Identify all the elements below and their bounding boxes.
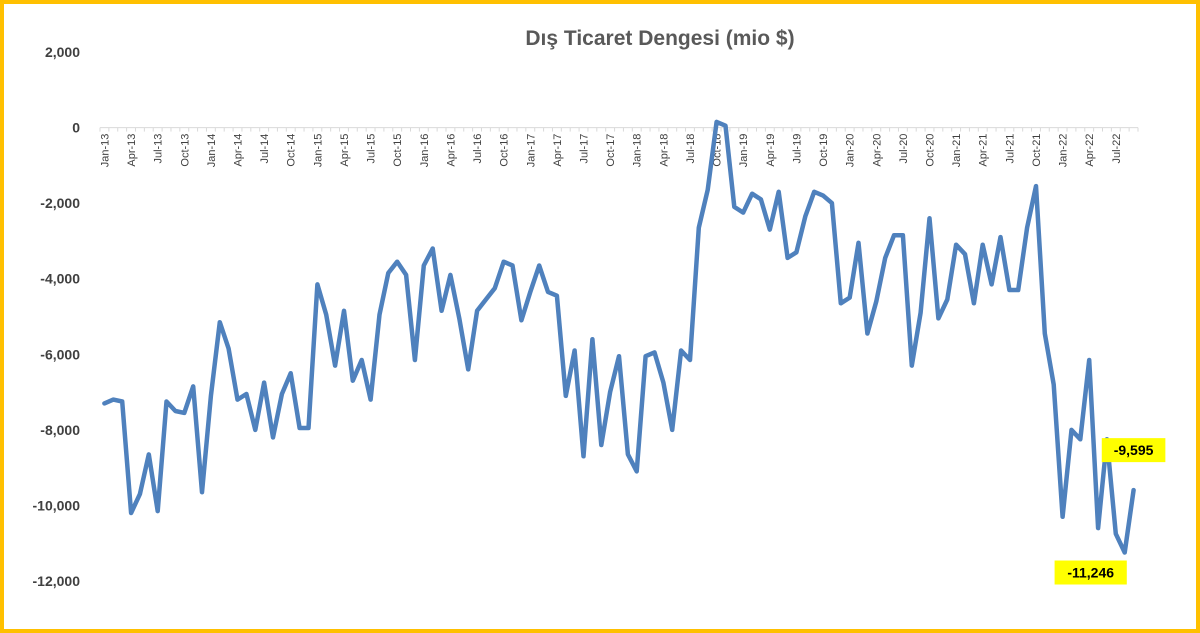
data-labels: -11,246 -9,595 — [1054, 438, 1166, 585]
x-tick-label: Jan-20 — [845, 134, 857, 168]
data-label: -11,246 — [1067, 565, 1114, 581]
x-tick-label-group: Jul-14 — [259, 134, 271, 164]
x-tick-label-group: Jul-20 — [898, 134, 910, 164]
x-tick-label: Jan-18 — [632, 134, 644, 168]
x-tick-label-group: Oct-15 — [392, 134, 404, 167]
x-tick-label: Jul-22 — [1111, 134, 1123, 164]
x-tick-label-group: Jan-20 — [845, 134, 857, 168]
chart-title: Dış Ticaret Dengesi (mio $) — [525, 27, 794, 50]
x-tick-label-group: Jan-16 — [419, 134, 431, 168]
y-tick-label: -12,000 — [33, 573, 81, 589]
x-tick-label: Apr-16 — [445, 134, 457, 167]
x-tick-label-group: Jan-13 — [99, 134, 111, 168]
x-tick-label-group: Jul-15 — [366, 134, 378, 164]
x-tick-label: Jul-19 — [791, 134, 803, 164]
x-tick-label: Jan-19 — [738, 134, 750, 168]
x-tick-label-group: Apr-19 — [765, 134, 777, 167]
x-tick-label-group: Jan-19 — [738, 134, 750, 168]
x-axis: Jan-13 Apr-13 Jul-13 Oct-13 Jan-14 Apr-14 Jul-… — [99, 127, 1139, 168]
x-tick-label-group: Apr-21 — [978, 134, 990, 167]
x-tick-label: Apr-20 — [871, 134, 883, 167]
x-tick-label-group: Oct-17 — [605, 134, 617, 167]
x-tick-label-group: Jan-15 — [312, 134, 324, 168]
x-tick-label: Jan-15 — [312, 134, 324, 168]
x-tick-label-group: Jul-18 — [685, 134, 697, 164]
series-group — [102, 119, 1136, 555]
x-tick-label: Oct-16 — [499, 134, 511, 167]
x-tick-label: Oct-15 — [392, 134, 404, 167]
x-tick-label: Jul-13 — [153, 134, 165, 164]
x-tick-label: Oct-20 — [925, 134, 937, 167]
x-tick-label-group: Apr-13 — [126, 134, 138, 167]
x-tick-label: Jul-16 — [472, 134, 484, 164]
x-tick-label-group: Jan-17 — [525, 134, 537, 168]
y-axis: 2,000 0 -2,000 -4,000 -6,000 -8,000 -10,000 -12… — [33, 44, 81, 589]
x-tick-label-group: Jan-22 — [1058, 134, 1070, 168]
x-tick-label-group: Apr-20 — [871, 134, 883, 167]
x-tick-label-group: Oct-14 — [286, 134, 298, 167]
x-tick-label-group: Apr-17 — [552, 134, 564, 167]
x-tick-label: Jan-17 — [525, 134, 537, 168]
x-tick-label-group: Jul-19 — [791, 134, 803, 164]
data-label-box — [1054, 560, 1127, 585]
y-tick-label: -4,000 — [40, 271, 80, 287]
y-tick-label: -10,000 — [33, 497, 81, 513]
x-tick-label: Apr-21 — [978, 134, 990, 167]
y-tick-label: 0 — [72, 120, 80, 136]
x-tick-label: Apr-22 — [1084, 134, 1096, 167]
x-tick-label: Jan-22 — [1058, 134, 1070, 168]
x-tick-label: Apr-13 — [126, 134, 138, 167]
x-tick-label-group: Apr-15 — [339, 134, 351, 167]
y-tick-label: 2,000 — [45, 44, 80, 60]
x-tick-label-group: Apr-14 — [233, 134, 245, 167]
series-line — [102, 119, 1136, 555]
x-tick-label-group: Oct-13 — [179, 134, 191, 167]
data-label: -9,595 — [1114, 442, 1154, 458]
x-tick-label: Oct-19 — [818, 134, 830, 167]
x-tick-label: Apr-19 — [765, 134, 777, 167]
x-tick-label: Oct-13 — [179, 134, 191, 167]
x-tick-label: Jan-21 — [951, 134, 963, 168]
x-tick-label: Apr-18 — [658, 134, 670, 167]
x-tick-label: Jul-15 — [366, 134, 378, 164]
x-tick-label-group: Jan-18 — [632, 134, 644, 168]
x-tick-label-group: Apr-18 — [658, 134, 670, 167]
x-tick-label: Jul-20 — [898, 134, 910, 164]
x-tick-label: Jan-13 — [99, 134, 111, 168]
x-tick-label: Apr-15 — [339, 134, 351, 167]
x-tick-label-group: Jan-14 — [206, 134, 218, 168]
x-tick-label-group: Oct-19 — [818, 134, 830, 167]
x-tick-label: Jul-14 — [259, 134, 271, 164]
x-tick-label-group: Jul-22 — [1111, 134, 1123, 164]
x-tick-label: Oct-17 — [605, 134, 617, 167]
x-tick-label-group: Apr-22 — [1084, 134, 1096, 167]
x-tick-label-group: Jul-16 — [472, 134, 484, 164]
x-tick-label: Oct-14 — [286, 134, 298, 167]
y-tick-label: -8,000 — [40, 422, 80, 438]
x-tick-label-group: Apr-16 — [445, 134, 457, 167]
data-label-box — [1101, 438, 1166, 463]
x-tick-label-group: Oct-20 — [925, 134, 937, 167]
x-tick-label: Jan-16 — [419, 134, 431, 168]
x-tick-label: Jul-17 — [579, 134, 591, 164]
x-tick-label-group: Jul-21 — [1004, 134, 1016, 164]
x-tick-label-group: Jul-13 — [153, 134, 165, 164]
x-tick-label-group: Oct-16 — [499, 134, 511, 167]
x-tick-label: Apr-14 — [233, 134, 245, 167]
x-tick-label-group: Oct-21 — [1031, 134, 1043, 167]
x-tick-label: Jan-14 — [206, 134, 218, 168]
x-tick-label: Jul-18 — [685, 134, 697, 164]
x-tick-label-group: Jan-21 — [951, 134, 963, 168]
y-tick-label: -6,000 — [40, 346, 80, 362]
y-tick-label: -2,000 — [40, 195, 80, 211]
x-tick-label-group: Jul-17 — [579, 134, 591, 164]
x-tick-label: Oct-21 — [1031, 134, 1043, 167]
x-tick-label: Apr-17 — [552, 134, 564, 167]
x-tick-label: Jul-21 — [1004, 134, 1016, 164]
